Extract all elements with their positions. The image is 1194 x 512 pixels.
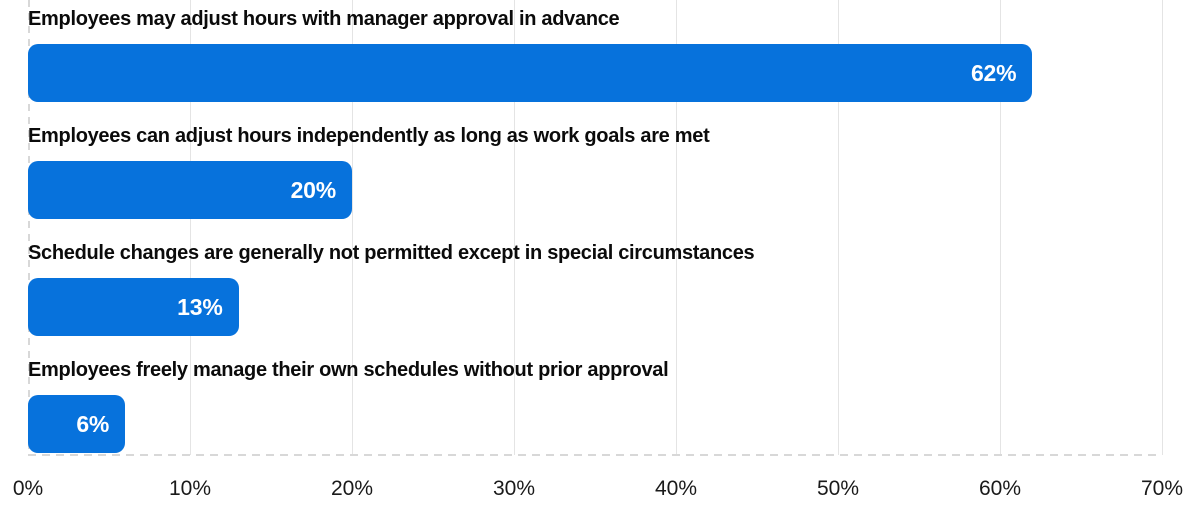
bar-row: Employees may adjust hours with manager … xyxy=(28,6,1162,123)
plot-area: Employees may adjust hours with manager … xyxy=(13,0,1183,512)
x-tick-label: 10% xyxy=(168,477,212,500)
gridline xyxy=(352,0,353,455)
x-tick-label: 40% xyxy=(654,477,698,500)
bar: 13% xyxy=(28,278,239,336)
category-label: Employees may adjust hours with manager … xyxy=(28,8,620,30)
x-tick-label: 70% xyxy=(1140,477,1184,500)
zero-axis-dashed-line xyxy=(28,0,30,455)
bar-row: Employees can adjust hours independently… xyxy=(28,123,1162,240)
baseline-dashed-line xyxy=(28,454,1156,456)
x-tick-label: 0% xyxy=(12,477,44,500)
bar-value-label: 13% xyxy=(177,293,223,320)
x-tick-label: 60% xyxy=(978,477,1022,500)
gridline xyxy=(676,0,677,455)
gridline xyxy=(838,0,839,455)
gridline xyxy=(190,0,191,455)
bar-row: Employees freely manage their own schedu… xyxy=(28,357,1162,474)
bar-value-label: 6% xyxy=(76,410,110,437)
category-label: Schedule changes are generally not permi… xyxy=(28,242,755,264)
bar-value-label: 20% xyxy=(290,176,337,203)
gridline xyxy=(1162,0,1163,455)
bar: 6% xyxy=(28,395,126,453)
category-label: Employees can adjust hours independently… xyxy=(28,125,710,147)
category-label: Employees freely manage their own schedu… xyxy=(28,359,669,381)
x-tick-label: 20% xyxy=(330,477,374,500)
x-tick-label: 50% xyxy=(816,477,860,500)
bar: 20% xyxy=(28,161,352,219)
bar: 62% xyxy=(28,44,1033,102)
bar-value-label: 62% xyxy=(970,59,1017,86)
x-axis: 0% 10% 20% 30% 40% 50% 60% 70% xyxy=(13,476,1183,506)
gridline xyxy=(1000,0,1001,455)
bar-row: Schedule changes are generally not permi… xyxy=(28,240,1162,357)
gridline xyxy=(514,0,515,455)
x-tick-label: 30% xyxy=(492,477,536,500)
